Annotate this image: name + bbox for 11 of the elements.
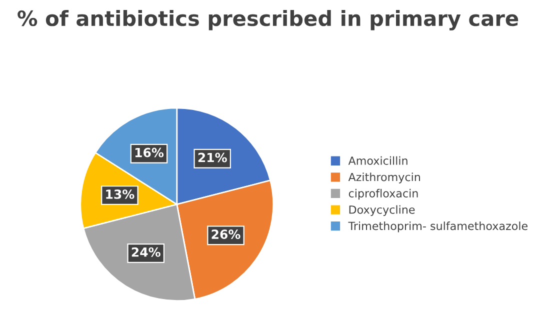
legend-label: Doxycycline	[349, 205, 415, 216]
data-label: 16%	[135, 148, 164, 158]
legend-label: Amoxicillin	[348, 156, 408, 165]
legend-label: ciprofloxacin	[348, 188, 418, 200]
data-label: 24%	[132, 247, 160, 257]
data-label: 21%	[198, 152, 227, 162]
legend-label: Trimethoprim- sulfamethoxazole	[348, 222, 528, 232]
data-label: 13%	[106, 189, 134, 199]
data-label: 26%	[212, 230, 240, 239]
legend-label: Azithromycin	[348, 172, 420, 184]
chart-title: % of antibiotics prescribed in primary care	[18, 10, 518, 30]
